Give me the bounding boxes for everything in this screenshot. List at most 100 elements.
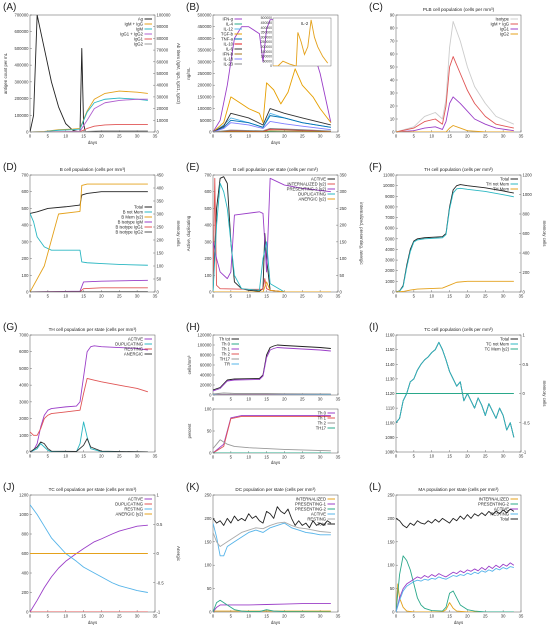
chart-panel-g: (G) TH cell population per state (cells p… xyxy=(0,320,183,480)
x-tick-label: 0 xyxy=(212,614,215,619)
y2-tick-label: 0 xyxy=(157,130,160,135)
y-tick-label: 100000 xyxy=(198,343,213,348)
inset-legend-entry: IL-2 xyxy=(301,21,309,26)
series-line xyxy=(213,439,331,452)
y-tick-label: 500 xyxy=(205,206,213,211)
y-tick-label: 700 xyxy=(205,173,213,178)
panel-label: (I) xyxy=(369,322,379,333)
chart-svg: 0 5 10 15 20 25 30 3501000002000003000004000005… xyxy=(3,13,181,146)
legend-entry: IFN-b xyxy=(223,51,234,56)
legend-entry: TH not Mem xyxy=(486,181,510,186)
y-tick-label: 100 xyxy=(388,563,396,568)
x-tick-label: 20 xyxy=(99,614,104,619)
legend-entry: RESTING xyxy=(307,516,326,521)
plot-frame xyxy=(212,494,339,613)
y-tick-label: 9000 xyxy=(385,194,395,199)
inset-y-tick-label: 450000 xyxy=(261,21,272,25)
y2-axis-label: memory cells xyxy=(542,381,547,408)
legend-entry: Th 0 xyxy=(318,410,327,415)
series-line xyxy=(213,130,331,132)
y2-axis-label: Anergic xyxy=(176,546,181,562)
series-line xyxy=(30,421,148,452)
legend-entry: ACTIVE xyxy=(128,496,143,501)
y-tick-label: 0 xyxy=(26,290,29,295)
x-tick-label: 35 xyxy=(153,134,158,139)
x-tick-label: 5 xyxy=(230,614,233,619)
inset-y-tick-label: 100000 xyxy=(261,55,272,59)
y2-tick-label: 70000 xyxy=(157,48,169,53)
series-line xyxy=(396,280,514,292)
y-tick-label: 10000 xyxy=(383,183,395,188)
chart-title: B cell population (cells per mm³) xyxy=(60,167,126,172)
series-line xyxy=(396,341,515,438)
y2-tick-label: 200 xyxy=(157,238,165,243)
plot-frame xyxy=(212,174,339,293)
x-tick-label: 25 xyxy=(483,614,488,619)
x-tick-label: 10 xyxy=(246,397,251,402)
x-tick-label: 15 xyxy=(81,134,86,139)
legend-entry: Th 1 xyxy=(318,415,327,420)
x-tick-label: 30 xyxy=(135,294,140,299)
x-axis-label: days xyxy=(271,140,281,145)
y-tick-label: 450000 xyxy=(198,24,213,29)
series-line xyxy=(30,345,148,452)
y-tick-label: 80 xyxy=(390,26,395,31)
legend-entry: IL-6 xyxy=(226,46,234,51)
x-tick-label: 15 xyxy=(81,294,86,299)
x-tick-label: 35 xyxy=(153,294,158,299)
y2-tick-label: 0 xyxy=(340,290,343,295)
y-tick-label: 40 xyxy=(390,78,395,83)
y-tick-label: 500000 xyxy=(15,46,30,51)
legend-entry: IL-23 xyxy=(223,61,233,66)
x-tick-label: 5 xyxy=(47,134,50,139)
y2-tick-label: 30000 xyxy=(157,94,169,99)
inset-y-tick-label: 250000 xyxy=(261,40,272,44)
series-line xyxy=(213,128,331,132)
y-tick-label: 80000 xyxy=(200,353,212,358)
legend-entry: IgM + IgG xyxy=(124,21,143,26)
x-tick-label: 10 xyxy=(246,134,251,139)
y-tick-label: 1120 xyxy=(385,391,395,396)
y-tick-label: 150 xyxy=(388,539,396,544)
series-line xyxy=(396,184,514,292)
series-line xyxy=(30,90,148,132)
x-tick-label: 20 xyxy=(465,454,470,459)
chart-panel-d: (D) B cell population (cells per mm³) 0 5 10… xyxy=(0,160,183,320)
y-tick-label: 0 xyxy=(209,393,212,398)
plot-frame xyxy=(395,174,522,293)
x-tick-label: 5 xyxy=(47,614,50,619)
x-tick-label: 20 xyxy=(282,397,287,402)
series-line xyxy=(213,522,331,557)
x-tick-label: 5 xyxy=(47,294,50,299)
x-tick-label: 25 xyxy=(117,614,122,619)
legend-entry: Total xyxy=(134,204,143,209)
legend-entry: IgG2 xyxy=(134,41,144,46)
x-tick-label: 15 xyxy=(81,614,86,619)
y-tick-label: 20 xyxy=(390,104,395,109)
legend-entry: Th 2 xyxy=(318,420,327,425)
y-axis-label: cells/mm³ xyxy=(187,355,192,374)
y-tick-label: 0 xyxy=(209,451,212,456)
legend-entry: Th tot xyxy=(219,336,231,341)
y-tick-label: 50 xyxy=(207,429,212,434)
y2-axis-label: memory cells xyxy=(542,221,547,248)
y-tick-label: 200000 xyxy=(198,83,213,88)
y2-tick-label: 1 xyxy=(523,333,526,338)
legend-entry: IL-12 xyxy=(223,26,233,31)
y-tick-label: 3000 xyxy=(19,399,29,404)
x-tick-label: 5 xyxy=(230,455,233,460)
y-tick-label: 0 xyxy=(392,130,395,135)
x-tick-label: 20 xyxy=(282,134,287,139)
panel-label: (G) xyxy=(3,322,18,333)
y-tick-label: 500 xyxy=(22,206,30,211)
inset-y-tick-label: 350000 xyxy=(261,31,272,35)
chart-svg: PLB cell population (cells per mm³) 0 5 10 1… xyxy=(390,7,524,139)
x-tick-label: 30 xyxy=(501,614,506,619)
y-tick-label: 0 xyxy=(209,290,212,295)
chart-panel-h: (H) 0 5 10 15 20 25 30 35 0 20000 40000 60000 80000 10… xyxy=(183,320,366,480)
series-line xyxy=(213,177,331,280)
y-tick-label: 1100 xyxy=(385,420,395,425)
series-line xyxy=(396,125,514,132)
y-tick-label: 500000 xyxy=(198,13,213,18)
